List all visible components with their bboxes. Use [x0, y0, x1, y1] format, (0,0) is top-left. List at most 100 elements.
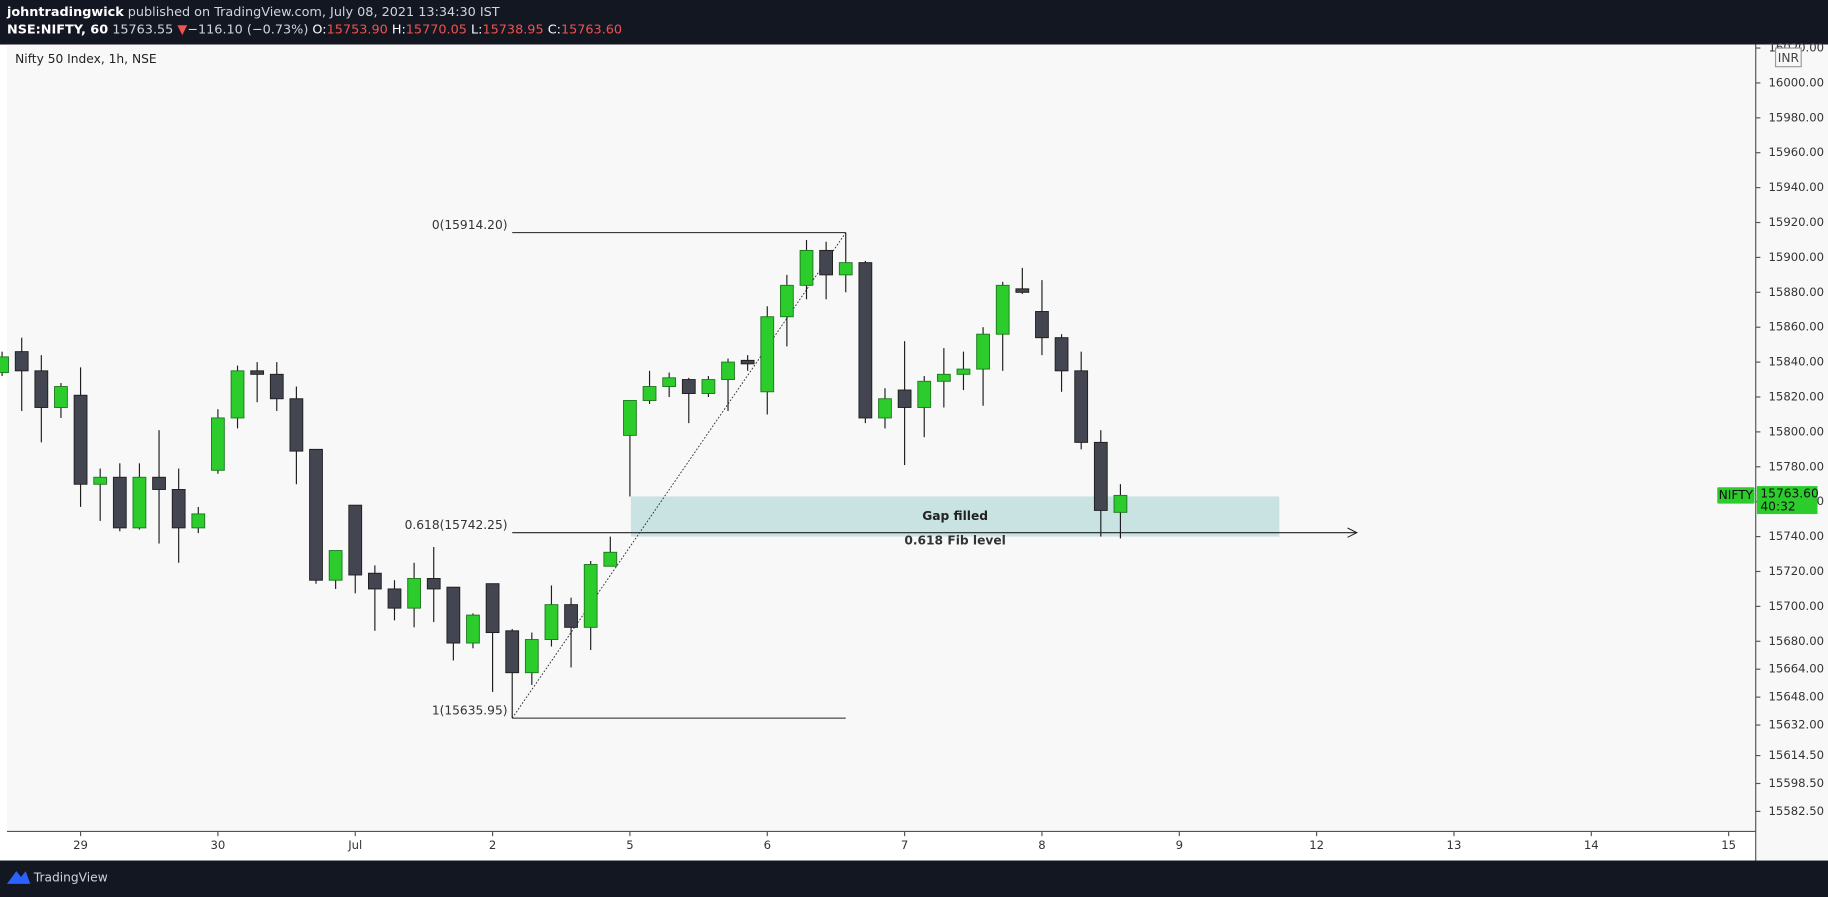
- up-candle-body: [917, 380, 932, 408]
- down-candle-body: [564, 604, 578, 628]
- down-candle-body: [426, 578, 441, 590]
- x-tick-label: 14: [1584, 838, 1599, 852]
- up-candle-body: [54, 386, 68, 408]
- chart-layer: 16020.0016000.0015980.0015960.0015940.00…: [0, 41, 1824, 852]
- down-candle-body: [858, 262, 873, 419]
- y-tick-label: 15780.00: [1769, 459, 1825, 473]
- up-candle-body: [407, 578, 421, 609]
- down-candle-body: [289, 398, 304, 452]
- down-candle-body: [269, 373, 284, 400]
- x-tick-label: 13: [1447, 838, 1462, 852]
- ohlc-value: 15753.90: [327, 22, 388, 37]
- up-candle-body: [799, 249, 814, 286]
- down-candle-body: [505, 630, 520, 674]
- gap-zone-label: Gap filled: [922, 509, 988, 523]
- x-tick-label: 8: [1038, 838, 1045, 852]
- y-tick-label: 15582.50: [1769, 804, 1825, 818]
- published: published on TradingView.com, July 08, 2…: [128, 4, 500, 19]
- ohlc-label: C:: [548, 22, 561, 37]
- y-tick-label: 15920.00: [1769, 215, 1825, 229]
- x-tick-label: 6: [764, 838, 771, 852]
- fib-arrow: [1347, 527, 1359, 538]
- y-tick-label: 15800.00: [1769, 424, 1825, 438]
- y-tick-label: 15820.00: [1769, 390, 1825, 404]
- author: johntradingwick: [6, 4, 124, 19]
- up-candle-body: [603, 551, 618, 567]
- y-tick-label: 15648.00: [1769, 690, 1825, 704]
- down-candle-body: [152, 476, 166, 490]
- ohlc-value: 15763.60: [561, 22, 622, 37]
- last-price: 15763.60: [1760, 487, 1818, 501]
- price: 15763.55: [112, 22, 173, 37]
- plot-area: [6, 44, 1756, 832]
- up-candle-body: [524, 639, 539, 674]
- up-candle-body: [878, 398, 892, 419]
- down-candle-body: [171, 489, 186, 529]
- x-tick-label: 9: [1176, 838, 1183, 852]
- up-candle-body: [838, 262, 853, 276]
- arrow: ▼: [177, 22, 187, 37]
- y-tick-label: 15940.00: [1769, 180, 1825, 194]
- logo-icon: [6, 871, 31, 884]
- down-candle-body: [1093, 441, 1108, 511]
- brand: TradingView: [33, 871, 108, 885]
- down-candle-body: [387, 588, 402, 609]
- footer-bar: [0, 860, 1828, 897]
- up-candle-body: [230, 370, 245, 419]
- y-tick-label: 15700.00: [1769, 599, 1825, 613]
- up-candle-body: [93, 476, 108, 485]
- up-candle-body: [1113, 494, 1128, 513]
- change: −116.10 (−0.73%): [187, 22, 308, 37]
- down-candle-body: [348, 504, 363, 576]
- down-candle-body: [73, 394, 88, 485]
- up-candle-body: [466, 614, 480, 644]
- y-tick-label: 15614.50: [1769, 748, 1825, 762]
- last-price-box: [1756, 486, 1818, 515]
- ohlc-label: O:: [312, 22, 326, 37]
- down-candle-body: [1054, 337, 1069, 372]
- symbol-tag: NIFTY: [1719, 488, 1754, 502]
- up-candle-body: [132, 476, 147, 529]
- ohlc-value: 15770.05: [406, 22, 467, 37]
- header-line-1: johntradingwick published on TradingView…: [6, 4, 500, 19]
- down-candle-body: [34, 370, 49, 408]
- x-tick-label: 29: [73, 838, 88, 852]
- symbol: NSE:NIFTY, 60: [7, 22, 108, 37]
- y-tick-label: 16000.00: [1769, 75, 1825, 89]
- up-candle-body: [662, 377, 677, 388]
- down-candle-body: [112, 476, 127, 529]
- down-candle-body: [14, 351, 29, 372]
- up-candle-body: [211, 417, 225, 471]
- up-candle-body: [583, 564, 598, 628]
- up-candle-body: [721, 361, 735, 381]
- x-tick-label: 2: [489, 838, 496, 852]
- y-tick-label: 15880.00: [1769, 285, 1825, 299]
- up-candle-body: [936, 373, 951, 382]
- up-candle-body: [544, 604, 559, 641]
- x-tick-label: 15: [1721, 838, 1736, 852]
- up-candle-body: [780, 284, 794, 318]
- gap-zone: [630, 496, 1280, 537]
- price-axis: [1755, 44, 1828, 861]
- countdown: 40:32: [1760, 500, 1795, 514]
- x-tick-label: 7: [901, 838, 908, 852]
- ohlc-label: L:: [471, 22, 482, 37]
- chart-title: Nifty 50 Index, 1h, NSE: [15, 52, 156, 66]
- down-candle-body: [1035, 311, 1049, 339]
- gap-zone-sublabel: 0.618 Fib level: [904, 534, 1005, 548]
- y-tick-label: 15720.00: [1769, 564, 1825, 578]
- x-tick-label: 12: [1309, 838, 1324, 852]
- y-tick-label: 15740.00: [1769, 529, 1825, 543]
- down-candle-body: [309, 448, 323, 581]
- up-candle-body: [642, 386, 657, 401]
- up-candle-body: [191, 513, 206, 529]
- currency: INR: [1778, 51, 1800, 65]
- header-bar: [0, 0, 1828, 45]
- down-candle-body: [446, 586, 461, 644]
- y-tick-label: 15840.00: [1769, 355, 1825, 369]
- x-tick-label: 30: [211, 838, 226, 852]
- fib-label: 1(15635.95): [432, 704, 508, 718]
- fib-label: 0(15914.20): [432, 218, 508, 232]
- ohlc-value: 15738.95: [482, 22, 543, 37]
